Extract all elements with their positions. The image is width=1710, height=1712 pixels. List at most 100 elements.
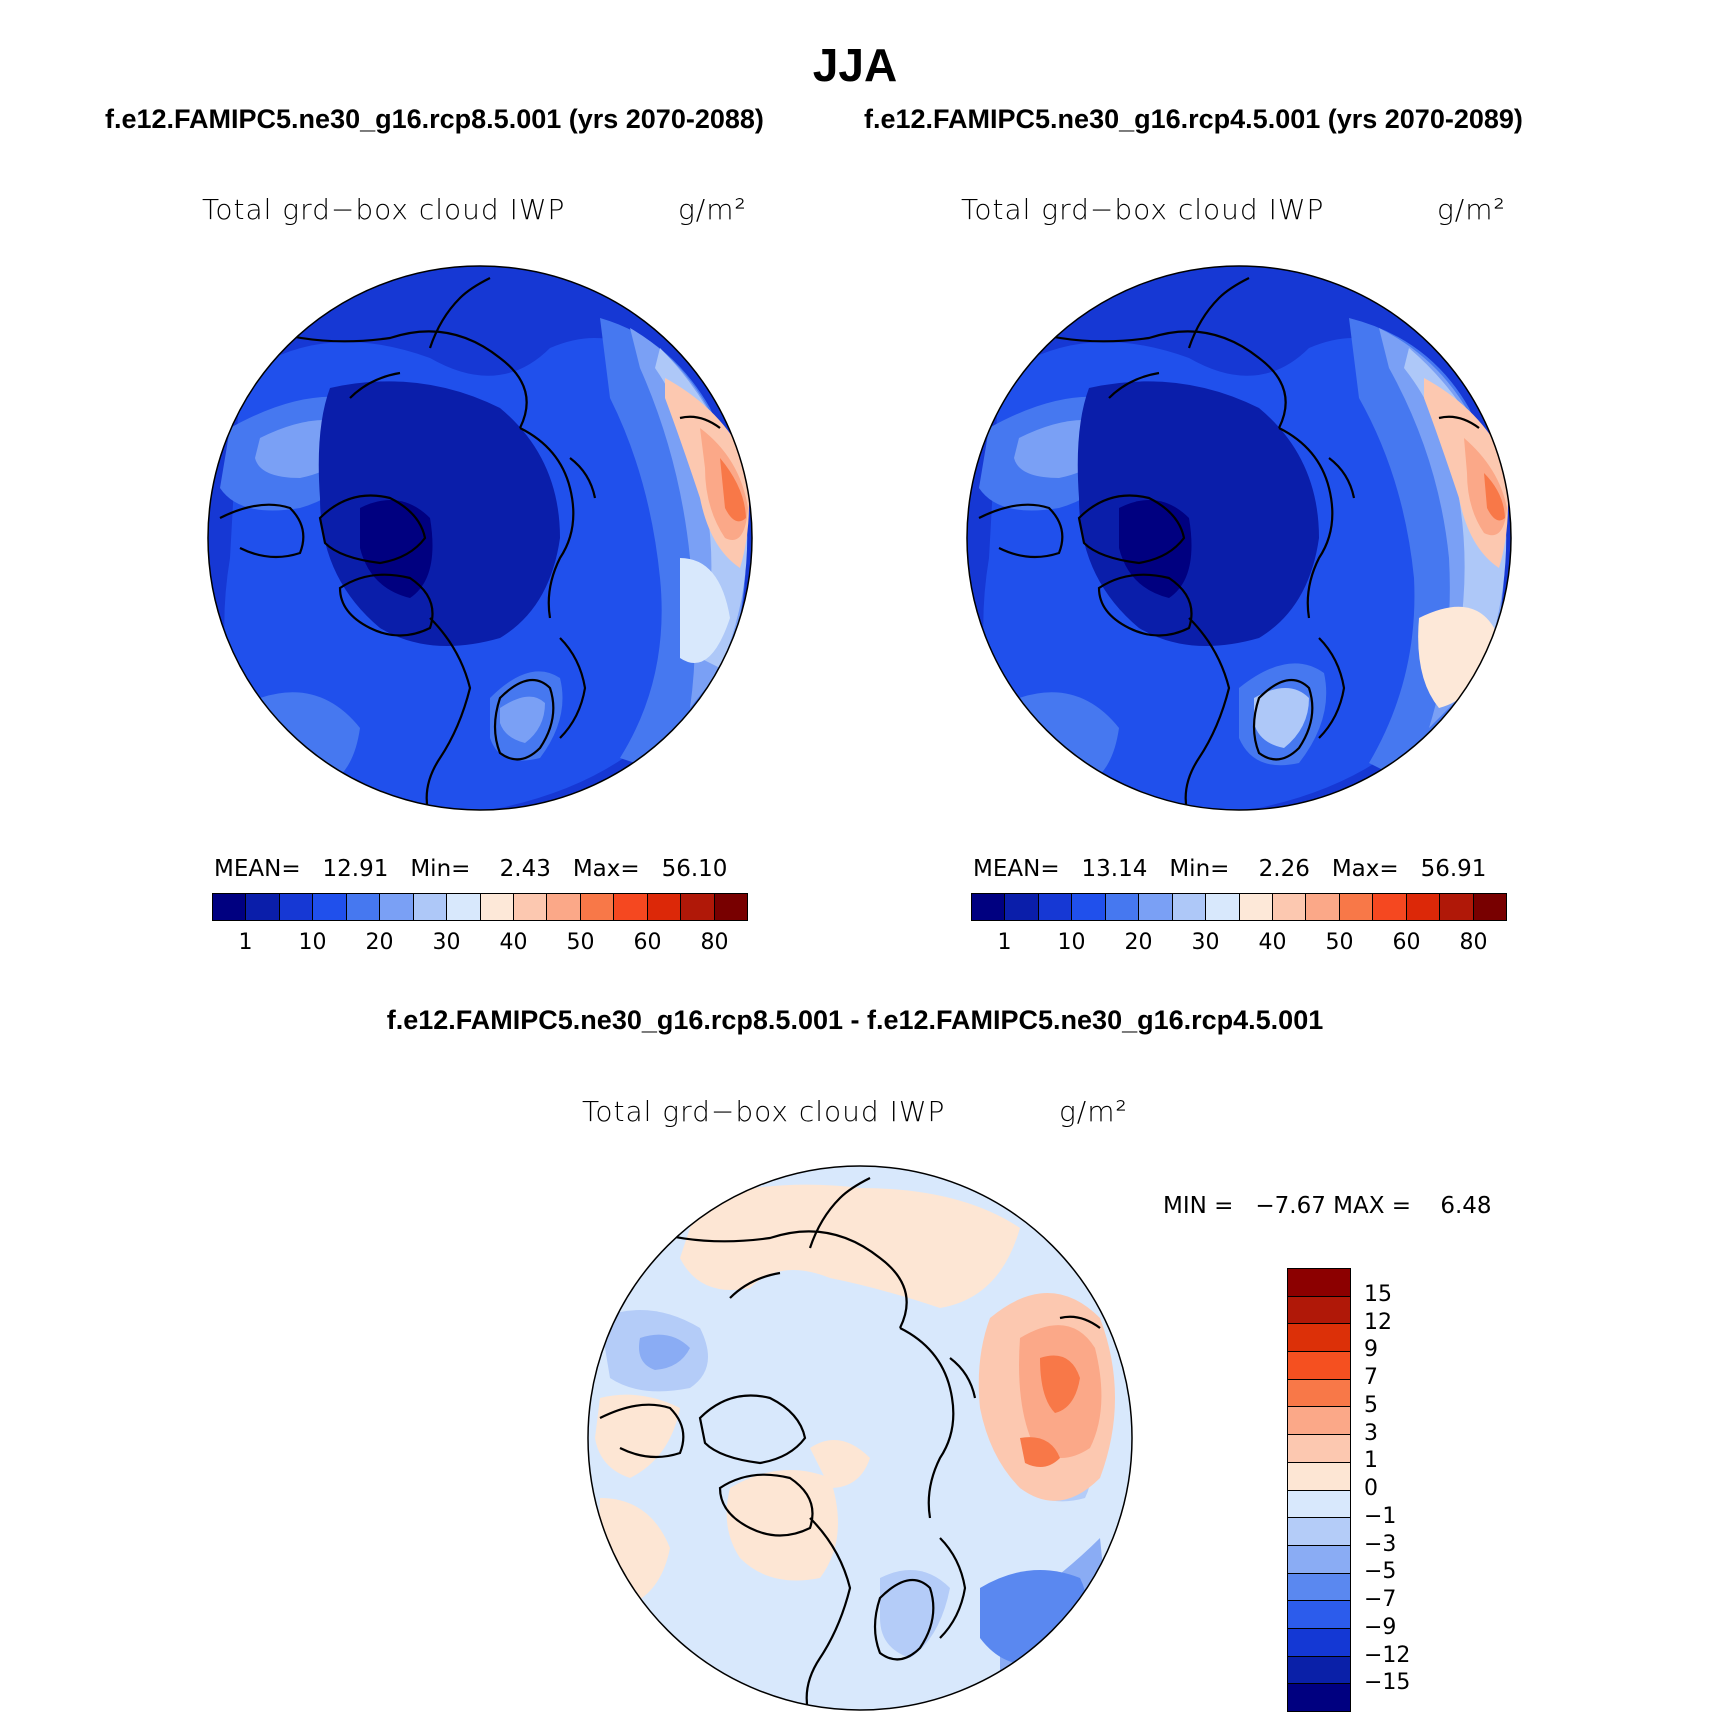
panel-2-stats: MEAN= 13.14 Min= 2.26 Max= 56.91 [973,856,1486,882]
difference-colorbar-swatch [1288,1269,1350,1297]
figure-title: JJA [812,39,898,91]
difference-colorbar-swatch [1288,1407,1350,1436]
difference-colorbar-swatch [1288,1435,1350,1463]
difference-colorbar-tick-label: 5 [1364,1392,1378,1418]
panel-1-min-value: 2.43 [499,856,551,882]
panel-2-min-value: 2.26 [1258,856,1310,882]
difference-colorbar-tick-label: 9 [1364,1337,1378,1363]
panel-1-min-label: Min= [410,856,471,882]
panel-1-colorbar-swatch [447,894,481,920]
difference-max-value: 6.48 [1440,1193,1492,1219]
panel-2-colorbar-tick-label: 1 [997,930,1012,955]
difference-colorbar-swatch [1288,1573,1350,1602]
panel-1-colorbar-swatch [513,894,548,920]
panel-1-colorbar-tick-label: 20 [365,930,394,955]
panel-1-colorbar-swatch [547,894,581,920]
panel-2-colorbar-swatch [1440,894,1474,920]
difference-colorbar-swatch [1288,1628,1350,1657]
difference-colorbar-tick-label: −3 [1364,1531,1397,1557]
panel-2-colorbar-swatch [1105,894,1140,920]
difference-colorbar-tick-label: 3 [1364,1420,1378,1446]
panel-1-colorbar-tick-label: 80 [700,930,729,955]
difference-colorbar-tick-label: −9 [1364,1614,1397,1640]
panel-2-min-label: Min= [1169,856,1230,882]
panel-1-colorbar-swatch [279,894,314,920]
difference-colorbar-tick-label: 1 [1364,1448,1378,1474]
panel-1-colorbar-tick-label: 50 [566,930,595,955]
panel-1-colorbar-swatch [380,894,414,920]
panel-2-colorbar-swatch [1038,894,1073,920]
panel-2-colorbar-swatch [1239,894,1273,920]
panel-2-max-value: 56.91 [1420,856,1487,882]
difference-colorbar-tick-label: −7 [1364,1587,1397,1612]
panel-2-colorbar-tick-label: 10 [1057,930,1086,955]
panel-2-colorbar-tick-label: 80 [1459,930,1488,955]
panel-1-colorbar-tick-label: 40 [499,930,528,955]
panel-1-mean-label: MEAN= [214,856,301,882]
panel-2-units-label: g/m² [1437,193,1506,226]
panel-1-colorbar-tick-label: 1 [238,930,253,955]
panel-1-max-label: Max= [572,856,640,882]
panel-2-colorbar-tick-label: 40 [1258,930,1287,955]
panel-2-colorbar-swatch [1072,894,1106,920]
difference-colorbar-ticks: 15 12 9 7 5 3 1 0 −1 −3 −5 −7 −9 −12 −15 [1364,1268,1464,1712]
panel-2-colorbar-swatch [1406,894,1441,920]
difference-min-label: MIN = [1163,1193,1234,1219]
panel-2-colorbar [971,893,1507,921]
difference-variable-label: Total grd−box cloud IWP [582,1095,946,1128]
panel-1-colorbar-swatch [580,894,615,920]
difference-colorbar-tick-label: −12 [1364,1642,1411,1668]
difference-min-value: −7.67 [1255,1193,1326,1219]
panel-2-mean-label: MEAN= [973,856,1060,882]
panel-1-colorbar-swatch [647,894,682,920]
difference-colorbar-tick-label: 12 [1364,1309,1392,1335]
difference-colorbar [1287,1268,1351,1712]
panel-1-max-value: 56.10 [661,856,728,882]
panel-1-colorbar-swatch [246,894,280,920]
difference-colorbar-tick-label: −1 [1364,1503,1397,1529]
panel-2-colorbar-swatch [972,894,1006,920]
panel-1-case-title: f.e12.FAMIPC5.ne30_g16.rcp8.5.001 (yrs 2… [105,104,764,134]
difference-colorbar-swatch [1288,1379,1350,1408]
panel-2-colorbar-tick-label: 30 [1191,930,1220,955]
difference-polar-map [587,1165,1133,1711]
panel-2-case-title: f.e12.FAMIPC5.ne30_g16.rcp4.5.001 (yrs 2… [864,104,1523,134]
panel-2-colorbar-tick-label: 50 [1325,930,1354,955]
difference-colorbar-tick-label: 0 [1364,1476,1378,1501]
difference-colorbar-swatch [1288,1518,1350,1546]
difference-colorbar-swatch [1288,1601,1350,1629]
panel-2-max-label: Max= [1331,856,1399,882]
panel-2-colorbar-tick-label: 60 [1392,930,1421,955]
panel-2-colorbar-swatch [1306,894,1340,920]
panel-2-colorbar-swatch [1206,894,1240,920]
difference-max-label: MAX = [1333,1193,1412,1219]
panel-2-colorbar-swatch [1339,894,1374,920]
panel-2-variable-label: Total grd−box cloud IWP [961,193,1325,226]
difference-colorbar-swatch [1288,1684,1350,1711]
difference-colorbar-swatch [1288,1324,1350,1353]
difference-colorbar-swatch [1288,1296,1350,1325]
panel-2-colorbar-swatch [1272,894,1307,920]
panel-1-units-label: g/m² [678,193,747,226]
panel-1-colorbar-swatch [413,894,448,920]
panel-1-colorbar-swatch [714,894,747,920]
panel-2-colorbar-swatch [1139,894,1173,920]
panel-2-mean-value: 13.14 [1081,856,1148,882]
difference-colorbar-tick-label: −15 [1364,1670,1411,1696]
panel-1-variable-label: Total grd−box cloud IWP [202,193,566,226]
panel-1-colorbar-tick-label: 30 [432,930,461,955]
difference-colorbar-swatch [1288,1545,1350,1574]
difference-colorbar-tick-label: −5 [1364,1559,1397,1585]
panel-1-colorbar-swatch [213,894,247,920]
panel-1-colorbar-swatch [346,894,381,920]
panel-2-colorbar-ticks: 1 10 20 30 40 50 60 80 [971,930,1507,958]
panel-2-colorbar-swatch [1473,894,1506,920]
difference-stats: MIN = −7.67 MAX = 6.48 [1163,1193,1492,1219]
panel-2-polar-map [966,265,1512,811]
difference-title: f.e12.FAMIPC5.ne30_g16.rcp8.5.001 - f.e1… [386,1005,1324,1035]
panel-2-colorbar-swatch [1373,894,1407,920]
panel-2-colorbar-tick-label: 20 [1124,930,1153,955]
difference-colorbar-tick-label: 15 [1364,1281,1392,1307]
difference-colorbar-swatch [1288,1656,1350,1685]
difference-colorbar-swatch [1288,1462,1350,1491]
